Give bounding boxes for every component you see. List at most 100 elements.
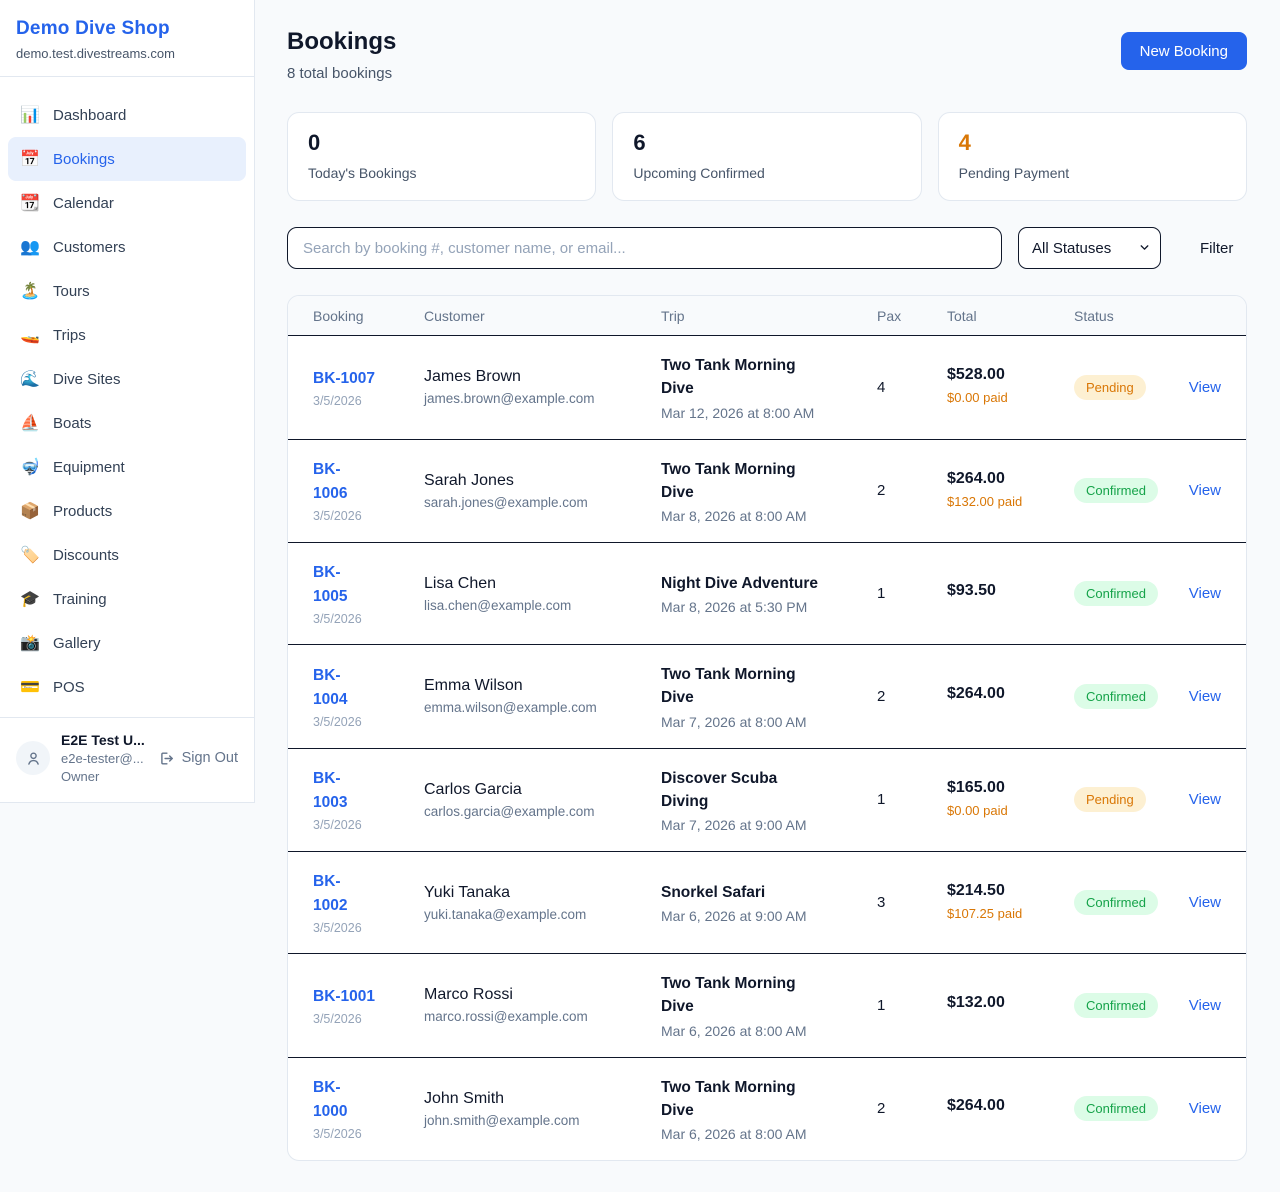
view-link[interactable]: View (1188, 894, 1221, 912)
bookings-icon: 📅 (20, 151, 40, 168)
view-link[interactable]: View (1188, 791, 1221, 809)
sidebar-item-label: Training (53, 590, 107, 608)
booking-id-link[interactable]: BK- 1004 (313, 666, 348, 708)
total-cell: $528.00 $0.00 paid (947, 366, 1074, 408)
total-cell: $264.00 $132.00 paid (947, 470, 1074, 512)
filter-button[interactable]: Filter (1194, 239, 1239, 258)
booking-id-link[interactable]: BK-1007 (313, 369, 376, 387)
column-header-total: Total (947, 307, 977, 324)
pax-cell: 1 (877, 791, 886, 809)
trip-name: Two Tank Morning Dive (661, 975, 796, 1016)
customers-icon: 👥 (20, 239, 40, 256)
sidebar-item-bookings[interactable]: 📅 Bookings (8, 137, 246, 181)
sidebar-item-label: Boats (53, 414, 92, 432)
brand-title: Demo Dive Shop (16, 18, 170, 39)
customer-cell: Marco Rossi marco.rossi@example.com (424, 986, 661, 1024)
booking-cell: BK- 1000 3/5/2026 (313, 1076, 424, 1141)
page-header-text: Bookings 8 total bookings (287, 28, 396, 82)
filter-row: All Statuses Filter (287, 227, 1247, 269)
sidebar-nav: 📊 Dashboard 📅 Bookings 📆 Calendar 👥 Cust… (0, 77, 254, 717)
booking-cell: BK- 1005 3/5/2026 (313, 561, 424, 626)
sidebar-item-dashboard[interactable]: 📊 Dashboard (8, 93, 246, 137)
status-badge: Confirmed (1074, 992, 1158, 1018)
trip-name: Two Tank Morning Dive (661, 460, 796, 501)
total-cell: $165.00 $0.00 paid (947, 779, 1074, 821)
sidebar-item-label: Tours (53, 282, 90, 300)
status-badge: Confirmed (1074, 1096, 1158, 1122)
customer-email: carlos.garcia@example.com (424, 803, 595, 819)
amount-paid: $0.00 paid (947, 390, 1008, 406)
sidebar-item-tours[interactable]: 🏝️ Tours (8, 269, 246, 313)
view-link[interactable]: View (1188, 687, 1221, 705)
customer-cell: John Smith john.smith@example.com (424, 1090, 661, 1128)
amount-paid: $0.00 paid (947, 802, 1008, 818)
gallery-icon: 📸 (20, 635, 40, 652)
booking-cell: BK- 1003 3/5/2026 (313, 767, 424, 832)
sidebar-item-calendar[interactable]: 📆 Calendar (8, 181, 246, 225)
customer-cell: Sarah Jones sarah.jones@example.com (424, 472, 661, 510)
trip-datetime: Mar 7, 2026 at 9:00 AM (661, 817, 807, 834)
sidebar-item-discounts[interactable]: 🏷️ Discounts (8, 533, 246, 577)
sign-out-button[interactable]: Sign Out (158, 750, 238, 767)
pax-cell: 1 (877, 996, 886, 1014)
sign-out-label: Sign Out (181, 750, 238, 766)
view-link[interactable]: View (1188, 378, 1221, 396)
trip-datetime: Mar 8, 2026 at 5:30 PM (661, 599, 808, 616)
discounts-icon: 🏷️ (20, 547, 40, 564)
booking-id-link[interactable]: BK- 1005 (313, 564, 348, 606)
sidebar-item-gallery[interactable]: 📸 Gallery (8, 621, 246, 665)
sidebar-item-label: Dive Sites (53, 370, 121, 388)
stat-label: Pending Payment (958, 165, 1070, 181)
column-header-status: Status (1074, 307, 1114, 324)
main-content: Bookings 8 total bookings New Booking 0 … (255, 0, 1280, 1192)
amount-paid: $107.25 paid (947, 905, 1023, 921)
total-amount: $528.00 (947, 366, 1005, 384)
trip-datetime: Mar 6, 2026 at 8:00 AM (661, 1126, 807, 1143)
view-link[interactable]: View (1188, 585, 1221, 603)
view-link[interactable]: View (1188, 1100, 1221, 1118)
dashboard-icon: 📊 (20, 107, 40, 124)
view-link[interactable]: View (1188, 482, 1221, 500)
status-cell: Confirmed (1074, 890, 1186, 916)
sidebar-item-pos[interactable]: 💳 POS (8, 665, 246, 709)
status-cell: Confirmed (1074, 992, 1186, 1018)
stat-card: 4 Pending Payment (937, 112, 1247, 201)
stats-row: 0 Today's Bookings 6 Upcoming Confirmed … (287, 112, 1247, 201)
booking-cell: BK-1007 3/5/2026 (313, 367, 424, 408)
sidebar-item-products[interactable]: 📦 Products (8, 489, 246, 533)
booking-id-link[interactable]: BK- 1002 (313, 873, 348, 915)
customer-name: John Smith (424, 1089, 505, 1107)
sidebar-item-dive-sites[interactable]: 🌊 Dive Sites (8, 357, 246, 401)
view-link[interactable]: View (1188, 996, 1221, 1014)
booking-id-link[interactable]: BK- 1000 (313, 1079, 348, 1121)
total-cell: $264.00 (947, 1097, 1074, 1120)
total-cell: $264.00 (947, 685, 1074, 708)
column-header-pax: Pax (877, 307, 902, 324)
customer-cell: Yuki Tanaka yuki.tanaka@example.com (424, 884, 661, 922)
sidebar-item-customers[interactable]: 👥 Customers (8, 225, 246, 269)
trip-name: Two Tank Morning Dive (661, 1078, 796, 1119)
app-root: Demo Dive Shop demo.test.divestreams.com… (0, 0, 1247, 1162)
booking-cell: BK- 1004 3/5/2026 (313, 664, 424, 729)
sidebar-item-boats[interactable]: ⛵ Boats (8, 401, 246, 445)
trip-datetime: Mar 7, 2026 at 8:00 AM (661, 713, 807, 730)
trip-cell: Two Tank Morning Dive Mar 12, 2026 at 8:… (661, 354, 877, 421)
customer-email: lisa.chen@example.com (424, 597, 572, 613)
search-input[interactable] (287, 227, 1002, 269)
table-row: BK- 1002 3/5/2026 Yuki Tanaka yuki.tanak… (288, 851, 1246, 953)
booking-id-link[interactable]: BK- 1006 (313, 461, 348, 503)
stat-value: 6 (633, 130, 646, 155)
booking-id-link[interactable]: BK- 1003 (313, 770, 348, 812)
trip-datetime: Mar 6, 2026 at 9:00 AM (661, 908, 807, 925)
customer-cell: James Brown james.brown@example.com (424, 368, 661, 406)
status-filter-select[interactable]: All Statuses (1018, 227, 1161, 269)
sidebar-item-trips[interactable]: 🚤 Trips (8, 313, 246, 357)
booking-cell: BK- 1002 3/5/2026 (313, 870, 424, 935)
booking-date: 3/5/2026 (313, 1011, 362, 1026)
status-cell: Confirmed (1074, 1096, 1186, 1122)
sidebar-item-equipment[interactable]: 🤿 Equipment (8, 445, 246, 489)
new-booking-button[interactable]: New Booking (1120, 32, 1247, 70)
sidebar-item-training[interactable]: 🎓 Training (8, 577, 246, 621)
customer-name: Marco Rossi (424, 986, 513, 1004)
booking-id-link[interactable]: BK-1001 (313, 987, 376, 1005)
